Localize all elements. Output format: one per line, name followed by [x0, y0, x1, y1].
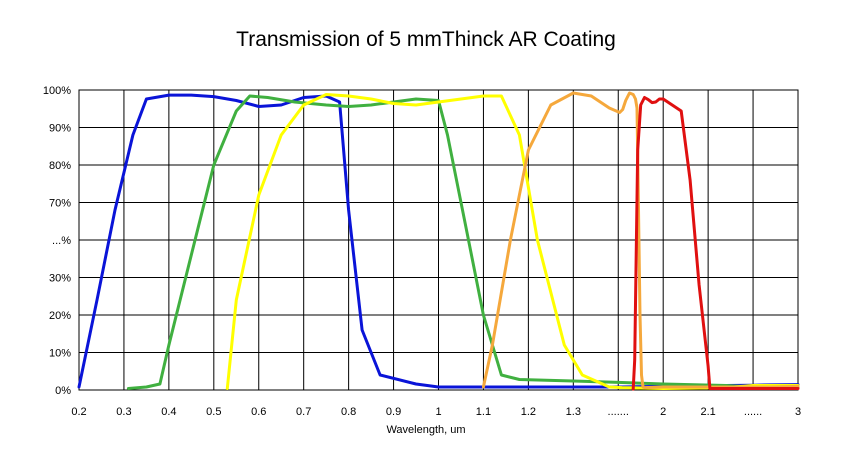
- x-tick-label: 2: [660, 406, 666, 418]
- series-line-2: [126, 94, 800, 390]
- y-tick-label: 90%: [49, 123, 71, 135]
- x-tick-label: 1.3: [566, 406, 581, 418]
- x-tick-label: 1.1: [476, 406, 491, 418]
- x-tick-label: 3: [795, 406, 801, 418]
- y-tick-label: 10%: [49, 348, 71, 360]
- series-line-4: [481, 91, 800, 390]
- y-tick-label: 30%: [49, 273, 71, 285]
- y-tick-label: 0%: [55, 385, 71, 397]
- y-tick-label: 70%: [49, 198, 71, 210]
- plot-frame: [78, 89, 799, 391]
- x-tick-label: 0.5: [206, 406, 221, 418]
- x-tick-label: 0.7: [296, 406, 311, 418]
- x-tick-label: 1: [435, 406, 441, 418]
- x-axis-label: Wavelength, um: [386, 424, 466, 436]
- series-line-3: [225, 93, 800, 390]
- y-tick-label: 100%: [43, 85, 71, 97]
- x-tick-label: 0.2: [71, 406, 86, 418]
- y-tick-label: ...%: [52, 235, 71, 247]
- x-tick-label: 0.9: [386, 406, 401, 418]
- chart-title: Transmission of 5 mmThinck AR Coating: [236, 28, 616, 51]
- x-tick-label: 2.1: [700, 406, 715, 418]
- y-tick-label: 20%: [49, 310, 71, 322]
- x-tick-label: 1.2: [521, 406, 536, 418]
- x-tick-label: 0.6: [251, 406, 266, 418]
- x-tick-label: .......: [608, 406, 629, 418]
- x-tick-label: ......: [744, 406, 762, 418]
- y-tick-label: 80%: [49, 160, 71, 172]
- x-tick-label: 0.8: [341, 406, 356, 418]
- series-line-5: [631, 96, 800, 391]
- x-tick-label: 0.4: [161, 406, 176, 418]
- x-tick-label: 0.3: [116, 406, 131, 418]
